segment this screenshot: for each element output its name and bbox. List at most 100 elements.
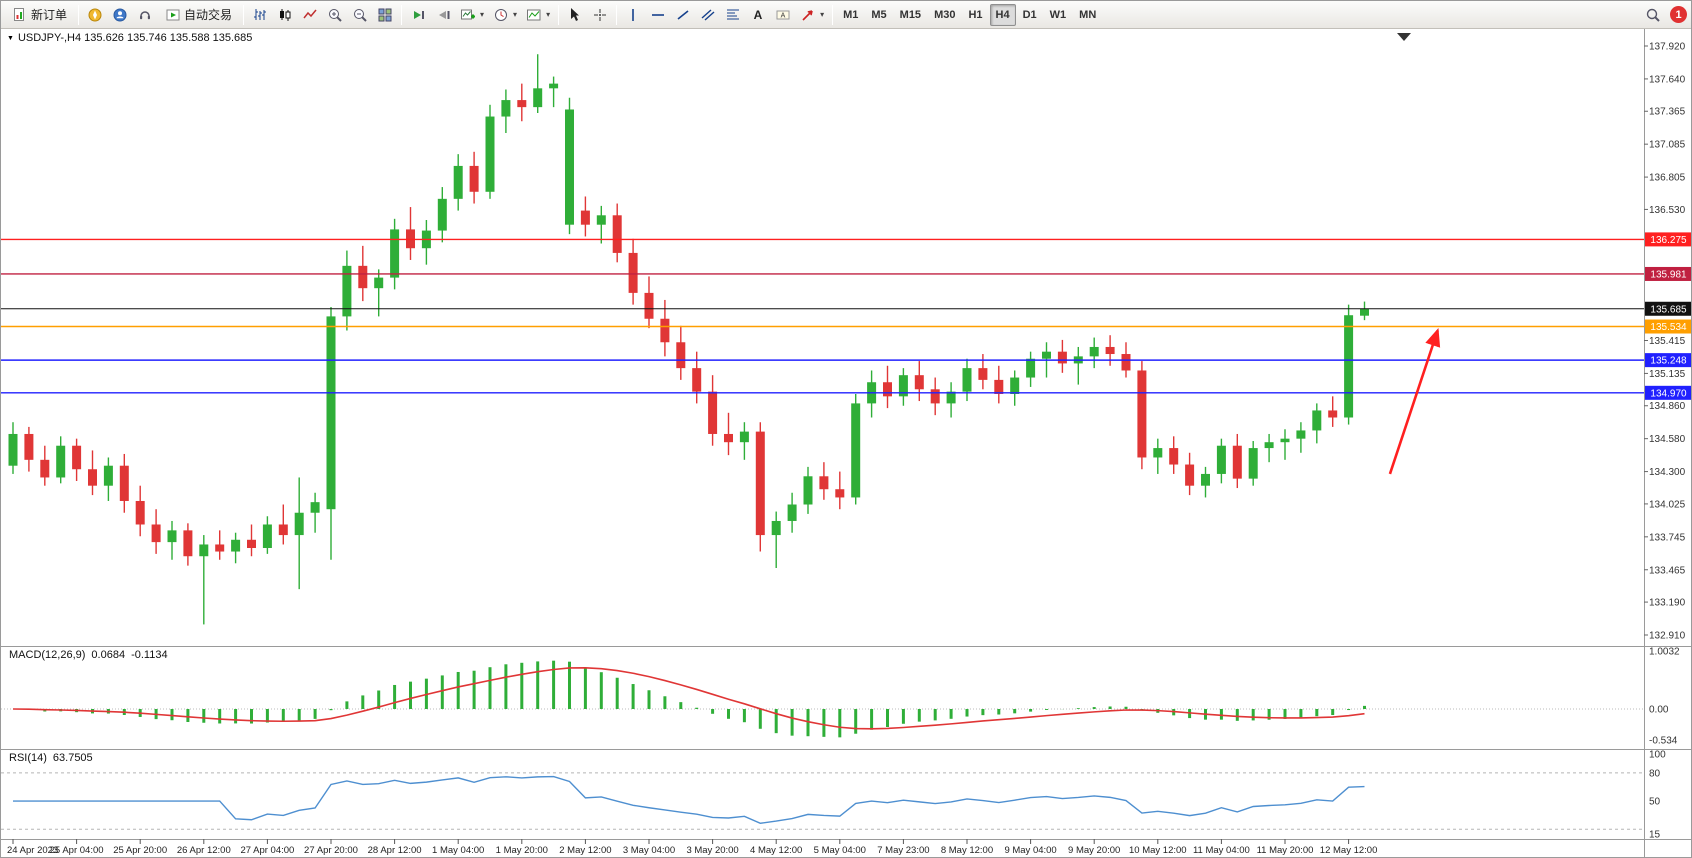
candle bbox=[453, 154, 463, 211]
candle bbox=[1264, 433, 1274, 463]
channel-button[interactable] bbox=[696, 3, 720, 27]
candle bbox=[231, 532, 241, 564]
bar-chart-button[interactable] bbox=[248, 3, 272, 27]
time-axis-label: 12 May 12:00 bbox=[1320, 845, 1378, 856]
candle bbox=[819, 462, 829, 500]
new-chart-icon bbox=[461, 9, 476, 19]
timeframe-m15-button[interactable]: M15 bbox=[894, 4, 927, 26]
timeframe-d1-button[interactable]: D1 bbox=[1017, 4, 1043, 26]
price-badge-label: 135.248 bbox=[1650, 356, 1687, 367]
new-chart-button[interactable]: ▾ bbox=[456, 3, 488, 27]
candle bbox=[501, 89, 511, 133]
candle bbox=[580, 196, 590, 237]
chart-shift-button[interactable] bbox=[431, 3, 455, 27]
autotrading-label: 自动交易 bbox=[184, 8, 233, 22]
profile-button[interactable] bbox=[108, 3, 132, 27]
toolbar-separator bbox=[401, 4, 403, 25]
candle bbox=[151, 509, 161, 554]
price-axis: 137.920 137.640 137.365 137.085 136.805 136.5… bbox=[1644, 42, 1686, 642]
text-button[interactable]: A bbox=[746, 3, 770, 27]
time-axis-label: 9 May 04:00 bbox=[1004, 845, 1056, 856]
candle bbox=[56, 436, 66, 484]
line-chart-icon bbox=[303, 9, 317, 18]
line-chart-button[interactable] bbox=[298, 3, 322, 27]
rsi-axis-label: 15 bbox=[1649, 830, 1661, 841]
timeframe-h1-button[interactable]: H1 bbox=[962, 4, 988, 26]
price-axis-label: 133.465 bbox=[1649, 565, 1686, 576]
price-axis-label: 136.805 bbox=[1649, 173, 1686, 184]
indicators-button[interactable]: ▾ bbox=[522, 3, 554, 27]
candle bbox=[1185, 452, 1195, 496]
price-badge bbox=[1645, 266, 1691, 281]
trend-arrow-annotation[interactable] bbox=[1388, 328, 1441, 475]
svg-text:A: A bbox=[754, 8, 763, 22]
candle bbox=[596, 205, 606, 244]
price-badge bbox=[1645, 232, 1691, 247]
price-axis-label: 137.365 bbox=[1649, 107, 1686, 118]
clock-icon bbox=[495, 8, 508, 21]
candle bbox=[962, 358, 972, 402]
fibonacci-button[interactable] bbox=[721, 3, 745, 27]
auto-scroll-button[interactable] bbox=[406, 3, 430, 27]
time-axis-label: 25 Apr 04:00 bbox=[50, 845, 104, 856]
candlestick-chart-button[interactable] bbox=[273, 3, 297, 27]
candle bbox=[1026, 351, 1036, 387]
timeframe-m1-button[interactable]: M1 bbox=[837, 4, 864, 26]
timeframe-m30-button[interactable]: M30 bbox=[928, 4, 961, 26]
new-order-icon bbox=[14, 7, 24, 21]
window-menu-icon[interactable]: ▼ bbox=[7, 34, 14, 42]
candle bbox=[199, 535, 209, 625]
candle bbox=[994, 365, 1004, 404]
candle bbox=[565, 97, 574, 235]
crosshair-button[interactable] bbox=[588, 3, 612, 27]
candle bbox=[469, 151, 479, 204]
zoom-out-button[interactable] bbox=[348, 3, 372, 27]
timeframe-w1-button[interactable]: W1 bbox=[1044, 4, 1073, 26]
market-button[interactable] bbox=[83, 3, 107, 27]
toolbar-separator bbox=[832, 4, 834, 25]
vertical-line-button[interactable] bbox=[621, 3, 645, 27]
candle bbox=[787, 492, 797, 533]
notification-badge[interactable]: 1 bbox=[1670, 6, 1687, 23]
time-axis-label: 25 Apr 20:00 bbox=[113, 845, 167, 856]
candle bbox=[676, 325, 686, 380]
cursor-icon bbox=[571, 7, 580, 21]
candle bbox=[1248, 441, 1258, 486]
macd-signal-line bbox=[12, 667, 1365, 730]
svg-text:A: A bbox=[781, 12, 786, 19]
periods-button[interactable]: ▾ bbox=[489, 3, 521, 27]
zoom-in-button[interactable] bbox=[323, 3, 347, 27]
timeframe-m5-button[interactable]: M5 bbox=[865, 4, 892, 26]
rsi-line bbox=[13, 775, 1365, 824]
trendline-button[interactable] bbox=[671, 3, 695, 27]
price-axis-label: 137.920 bbox=[1649, 42, 1686, 53]
candle bbox=[946, 382, 956, 418]
timeframe-h4-button[interactable]: H4 bbox=[989, 3, 1016, 26]
price-badge-label: 134.970 bbox=[1650, 388, 1687, 399]
candle bbox=[1360, 301, 1369, 321]
horizontal-line-button[interactable] bbox=[646, 3, 670, 27]
arrows-button[interactable]: ▾ bbox=[796, 3, 828, 27]
autotrading-button[interactable]: 自动交易 bbox=[158, 3, 239, 27]
candle bbox=[914, 361, 924, 402]
time-axis-label: 10 May 12:00 bbox=[1129, 845, 1187, 856]
text-label-button[interactable]: A bbox=[771, 3, 795, 27]
crosshair-icon bbox=[594, 8, 607, 21]
candle bbox=[8, 422, 18, 474]
candle bbox=[485, 104, 495, 199]
search-button[interactable] bbox=[1641, 3, 1665, 27]
vertical-line-icon bbox=[632, 8, 634, 21]
price-badge bbox=[1645, 385, 1691, 400]
support-button[interactable] bbox=[133, 3, 157, 27]
candle bbox=[851, 393, 861, 505]
tile-windows-button[interactable] bbox=[373, 3, 397, 27]
rsi-panel bbox=[1, 772, 1644, 830]
new-order-button[interactable]: 新订单 bbox=[5, 3, 74, 27]
candle bbox=[1089, 337, 1099, 369]
candle bbox=[421, 219, 431, 265]
chart-shift-marker bbox=[1397, 33, 1411, 41]
timeframe-mn-button[interactable]: MN bbox=[1073, 4, 1102, 26]
cursor-button[interactable] bbox=[563, 3, 587, 27]
candle bbox=[24, 426, 34, 472]
